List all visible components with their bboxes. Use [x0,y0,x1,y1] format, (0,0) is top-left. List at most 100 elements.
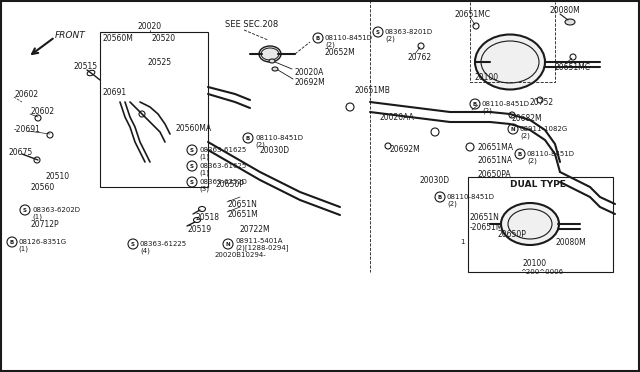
Text: N: N [511,126,515,131]
Ellipse shape [501,203,559,245]
Text: 20651MB: 20651MB [355,86,391,94]
Text: B: B [438,195,442,199]
Circle shape [187,177,197,187]
Circle shape [223,239,233,249]
Text: 08363-6252D: 08363-6252D [199,179,247,185]
Text: B: B [246,135,250,141]
Text: 20560: 20560 [30,183,54,192]
Text: 20080M: 20080M [550,6,580,15]
Text: 20020: 20020 [138,22,162,31]
Text: 1: 1 [460,239,465,245]
Text: (2): (2) [527,158,537,164]
Circle shape [470,99,480,109]
Ellipse shape [259,46,281,62]
Text: 20020AA: 20020AA [380,112,415,122]
Text: 08363-61225: 08363-61225 [140,241,187,247]
Text: DUAL TYPE: DUAL TYPE [510,180,566,189]
Text: 20100: 20100 [523,260,547,269]
Text: 08911-5401A: 08911-5401A [235,238,282,244]
Text: 20525: 20525 [148,58,172,67]
Text: 20518: 20518 [195,212,219,221]
Text: (1): (1) [199,154,209,160]
Text: S: S [376,29,380,35]
Text: (2)[1288-0294]: (2)[1288-0294] [235,245,289,251]
Text: 20652M: 20652M [325,48,356,57]
Text: 08911-1082G: 08911-1082G [520,126,568,132]
Text: B: B [316,35,320,41]
Text: 20650PA: 20650PA [478,170,511,179]
Text: (2): (2) [520,133,530,139]
Text: (2): (2) [447,201,457,207]
Bar [468,177,613,272]
Text: (1): (1) [18,246,28,252]
Text: (4): (4) [140,248,150,254]
Ellipse shape [565,19,575,25]
Text: 20712P: 20712P [30,219,59,228]
Text: 20515: 20515 [73,61,97,71]
Text: 08363-8201D: 08363-8201D [385,29,433,35]
Text: 20030D: 20030D [420,176,450,185]
Text: 08110-8451D: 08110-8451D [482,101,530,107]
Circle shape [243,133,253,143]
Text: 20650P: 20650P [498,230,527,238]
Circle shape [20,205,30,215]
Ellipse shape [261,48,279,60]
Text: 20675: 20675 [8,148,32,157]
Circle shape [435,192,445,202]
Text: 20020A: 20020A [295,67,324,77]
Text: (2): (2) [385,36,395,42]
Text: S: S [190,148,194,153]
Circle shape [515,149,525,159]
Text: 20682M: 20682M [512,113,543,122]
Text: S: S [23,208,27,212]
Text: 20510: 20510 [45,171,69,180]
Bar [100,32,208,187]
Text: SEE SEC.208: SEE SEC.208 [225,19,278,29]
Text: N: N [226,241,230,247]
Text: 20651MA: 20651MA [478,142,514,151]
Circle shape [187,145,197,155]
Text: 08363-6202D: 08363-6202D [32,207,80,213]
Circle shape [373,27,383,37]
Text: 20752: 20752 [530,97,554,106]
Text: 20520: 20520 [152,33,176,42]
Text: ^200^0006: ^200^0006 [520,269,563,275]
Text: (1): (1) [32,214,42,220]
Text: B: B [473,102,477,106]
Text: 20602: 20602 [14,90,38,99]
Text: 08126-8351G: 08126-8351G [18,239,66,245]
Text: 20020B10294-: 20020B10294- [215,252,267,258]
Text: 08110-8451D: 08110-8451D [325,35,373,41]
Text: (2): (2) [325,42,335,48]
Text: 08363-61625: 08363-61625 [199,147,246,153]
Text: 20651N: 20651N [470,212,500,221]
Text: 20560MA: 20560MA [175,124,211,132]
Text: 20100: 20100 [475,73,499,81]
Circle shape [508,124,518,134]
Text: (2): (2) [482,108,492,114]
Text: S: S [131,241,135,247]
Ellipse shape [475,35,545,90]
Ellipse shape [269,59,275,63]
Text: 20080M: 20080M [556,237,587,247]
Text: 20762: 20762 [408,52,432,61]
Text: 20651MC: 20651MC [555,62,591,71]
Text: B: B [10,240,14,244]
Text: 20722M: 20722M [240,224,271,234]
Circle shape [128,239,138,249]
Text: 20650P: 20650P [215,180,244,189]
Text: 20602: 20602 [30,106,54,115]
Text: 20692M: 20692M [390,144,420,154]
Text: 20651NA: 20651NA [478,155,513,164]
Text: 20651M: 20651M [228,209,259,218]
Text: (1): (1) [199,170,209,176]
Circle shape [187,161,197,171]
Text: S: S [190,164,194,169]
Text: 20651MC: 20651MC [455,10,491,19]
Circle shape [313,33,323,43]
Text: 20692M: 20692M [295,77,326,87]
Text: (3): (3) [199,186,209,192]
Text: 08110-8451D: 08110-8451D [255,135,303,141]
Text: 20560M: 20560M [102,33,133,42]
Ellipse shape [272,67,278,71]
